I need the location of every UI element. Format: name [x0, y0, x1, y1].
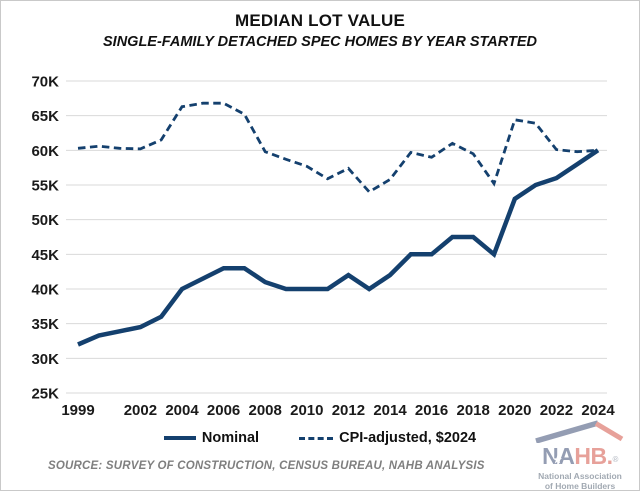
y-axis-tick-label: 65K — [31, 108, 59, 125]
legend-item-nominal: Nominal — [163, 430, 260, 446]
x-axis-tick-label: 2024 — [581, 402, 615, 419]
x-axis-tick-label: 2010 — [290, 402, 323, 419]
y-axis-tick-label: 30K — [31, 351, 59, 368]
y-axis-tick-label: 55K — [31, 178, 59, 195]
legend: Nominal CPI-adjusted, $2024 — [1, 430, 639, 446]
y-axis-tick-label: 50K — [31, 212, 59, 229]
x-axis-tick-label: 2016 — [415, 402, 448, 419]
x-axis-tick-label: 2022 — [540, 402, 573, 419]
nahb-tagline: National Association of Home Builders — [538, 471, 622, 491]
y-axis-tick-label: 70K — [31, 74, 59, 91]
series-line-cpi-adjusted — [77, 101, 599, 194]
star-icon: ★ — [553, 455, 562, 466]
chart-subtitle: SINGLE-FAMILY DETACHED SPEC HOMES BY YEA… — [103, 34, 537, 50]
source-note: SOURCE: SURVEY OF CONSTRUCTION, CENSUS B… — [48, 460, 485, 472]
x-axis-tick-label: 2008 — [249, 402, 282, 419]
y-axis-tick-label: 45K — [31, 247, 59, 264]
nahb-logo: NAHB.® ★ National Association of Home Bui… — [530, 420, 630, 491]
y-axis-tick-label: 25K — [31, 386, 59, 403]
series-line-nominal — [77, 148, 600, 347]
solid-line-swatch — [163, 436, 196, 440]
x-axis-tick-label: 1999 — [61, 402, 94, 419]
legend-label: Nominal — [201, 430, 260, 446]
x-axis-tick-label: 2012 — [332, 402, 365, 419]
y-axis-tick-label: 60K — [31, 143, 59, 160]
x-axis-tick-label: 2006 — [207, 402, 240, 419]
dashed-line-swatch — [299, 436, 334, 440]
x-axis-tick-label: 2020 — [498, 402, 531, 419]
legend-label: CPI-adjusted, $2024 — [339, 430, 477, 446]
y-axis-tick-label: 40K — [31, 282, 59, 299]
x-axis-tick-label: 2018 — [457, 402, 490, 419]
nahb-roof-icon — [535, 420, 624, 444]
nahb-logo-wordmark: NAHB.® ★ — [542, 443, 618, 469]
x-axis-tick-label: 2004 — [165, 402, 199, 419]
legend-item-cpi-adjusted: CPI-adjusted, $2024 — [299, 430, 476, 446]
y-axis-tick-label: 35K — [31, 316, 59, 333]
chart-title: MEDIAN LOT VALUE — [234, 11, 406, 30]
x-axis-tick-label: 2002 — [124, 402, 157, 419]
x-axis-tick-label: 2014 — [373, 402, 407, 419]
